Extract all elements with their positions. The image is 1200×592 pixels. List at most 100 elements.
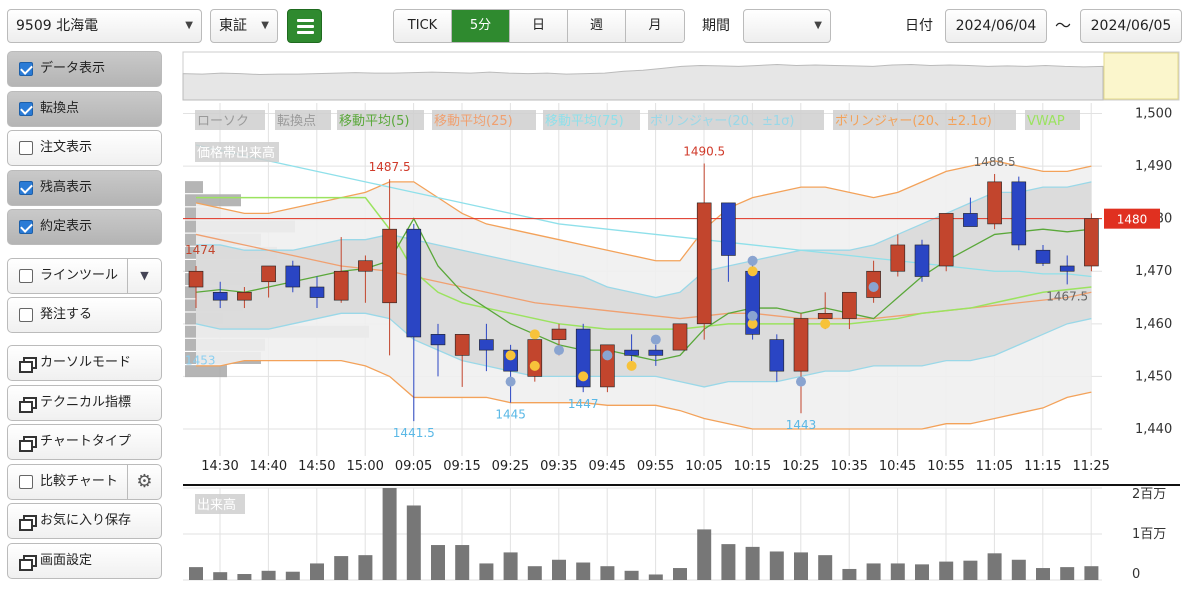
x-tick-label: 14:40 [250, 459, 287, 474]
sidebar-item-label: テクニカル指標 [40, 395, 132, 410]
candle [1084, 218, 1099, 267]
tab-5min[interactable]: 5分 [452, 10, 510, 42]
buy-marker [505, 350, 516, 361]
list-icon-line [297, 31, 314, 34]
checkbox-icon[interactable] [19, 308, 33, 322]
volume-bar [334, 556, 349, 580]
navigator-area [182, 63, 1104, 101]
volume-bar [358, 555, 373, 580]
volume-bar [527, 566, 542, 580]
volume-bar [1060, 567, 1075, 580]
candle [817, 313, 833, 319]
sidebar-item-label: ラインツール [40, 268, 119, 283]
sidebar-item-4[interactable]: 約定表示 [7, 209, 162, 245]
date-separator: 〜 [1055, 16, 1072, 35]
candle [696, 202, 712, 325]
volume-bar [600, 566, 615, 580]
sidebar-item-label: 残高表示 [40, 180, 93, 195]
gear-icon[interactable]: ⚙ [127, 465, 161, 499]
sidebar-item-label: 注文表示 [40, 140, 93, 155]
turning-point-label: 1487.5 [369, 160, 411, 174]
volume-tick-label: 2百万 [1132, 487, 1166, 502]
sell-marker [650, 334, 661, 345]
candle [237, 291, 252, 301]
sidebar-item-0[interactable]: データ表示 [7, 51, 162, 87]
volume-bar [1011, 559, 1026, 580]
x-tick-label: 10:45 [879, 459, 916, 474]
window-icon [19, 357, 37, 373]
checkbox-icon[interactable] [19, 102, 33, 116]
checkbox-icon[interactable] [19, 141, 33, 155]
period-select[interactable]: ▼ [743, 9, 831, 43]
volume-bar [648, 574, 663, 580]
x-tick-label: 11:25 [1072, 459, 1109, 474]
x-tick-label: 09:15 [443, 459, 480, 474]
candle [333, 270, 349, 301]
bollinger-2-lower [196, 359, 1092, 430]
checkbox-icon[interactable] [19, 62, 33, 76]
market-select[interactable]: 東証 ▼ [210, 9, 278, 43]
volume-bar [794, 552, 808, 580]
sidebar-item-7[interactable]: カーソルモード [7, 345, 162, 381]
sidebar-item-1[interactable]: 転換点 [7, 91, 162, 127]
y-tick-label: 1,450 [1135, 369, 1172, 384]
symbol-select[interactable]: 9509 北海電 ▼ [7, 9, 202, 43]
checkbox-icon[interactable] [19, 181, 33, 195]
legend-label: ボリンジャー(20、±2.1σ) [835, 114, 992, 129]
sidebar-item-3[interactable]: 残高表示 [7, 170, 162, 206]
sidebar-item-label: カーソルモード [40, 355, 132, 370]
legend-label: VWAP [1027, 114, 1065, 129]
x-tick-label: 10:15 [734, 459, 771, 474]
sidebar-item-8[interactable]: テクニカル指標 [7, 385, 162, 421]
list-button[interactable] [287, 9, 322, 43]
volume-bar [987, 553, 1002, 580]
volume-bar [406, 505, 421, 580]
sidebar-item-9[interactable]: チャートタイプ [7, 424, 162, 460]
candle [454, 334, 470, 356]
tab-tick[interactable]: TICK [394, 10, 452, 42]
tab-week[interactable]: 週 [568, 10, 626, 42]
turning-point-label: 1467.5 [1046, 289, 1088, 303]
candle [648, 349, 664, 356]
sidebar-item-5[interactable]: ラインツール ▼ [7, 258, 162, 294]
chevron-down-icon[interactable]: ▼ [127, 259, 161, 293]
date-from-field[interactable]: 2024/06/04 [945, 9, 1047, 43]
symbol-value: 9509 北海電 [16, 18, 99, 34]
sidebar-item-label: 転換点 [40, 101, 80, 116]
volume-bar [890, 563, 905, 580]
checkbox-icon[interactable] [19, 220, 33, 234]
checkbox-icon[interactable] [19, 475, 33, 489]
legend-chip [337, 110, 424, 130]
volume-label: 出来高 [197, 497, 236, 513]
buy-marker [747, 266, 758, 277]
market-value: 東証 [219, 18, 247, 34]
y-tick-label: 1,460 [1135, 317, 1172, 332]
sidebar-item-12[interactable]: 画面設定 [7, 543, 162, 579]
candle [285, 265, 301, 288]
candle [575, 328, 591, 388]
turning-point-label: 1447 [568, 397, 599, 411]
candle [430, 334, 446, 346]
volume-bar [745, 546, 760, 580]
legend-chip [432, 110, 536, 130]
window-icon [19, 515, 37, 531]
sidebar-item-10[interactable]: 比較チャート ⚙ [7, 464, 162, 500]
sidebar-item-2[interactable]: 注文表示 [7, 130, 162, 166]
volume-bar [721, 544, 736, 580]
sidebar-item-11[interactable]: お気に入り保存 [7, 503, 162, 539]
x-tick-label: 14:50 [298, 459, 335, 474]
sidebar-item-6[interactable]: 発注する [7, 297, 162, 333]
candle [188, 270, 204, 288]
interval-tabs: TICK 5分 日 週 月 [393, 9, 685, 43]
volume-bar [963, 560, 978, 580]
candle [793, 318, 809, 372]
legend-chip [195, 494, 245, 514]
checkbox-icon[interactable] [19, 269, 33, 283]
y-tick-label: 1,500 [1135, 107, 1172, 122]
volume-bar [189, 567, 203, 580]
date-to-field[interactable]: 2024/06/05 [1080, 9, 1182, 43]
tab-month[interactable]: 月 [626, 10, 684, 42]
tab-day[interactable]: 日 [510, 10, 568, 42]
volume-bar [1036, 568, 1050, 580]
